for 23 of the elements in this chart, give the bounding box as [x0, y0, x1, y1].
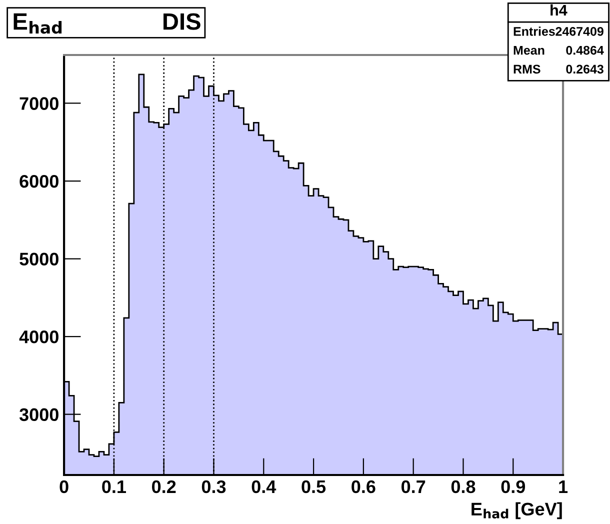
x-axis-title: E$_{had}$ [GeV]: [472, 502, 562, 520]
text: h4: [550, 4, 568, 16]
y-tick-label: 4000: [19, 330, 58, 344]
text: Mean 0.4864: [514, 46, 604, 55]
text: Entries2467409: [514, 26, 604, 36]
x-tick-label: 0.4: [252, 480, 276, 494]
x-tick-label: 0: [60, 480, 68, 494]
y-tick-label: 7000: [20, 97, 58, 110]
x-tick-label: 0.1: [102, 480, 126, 494]
y-tick-label: 3000: [19, 408, 58, 422]
x-tick-label: 0.3: [202, 480, 226, 494]
x-tick-label: 0.6: [352, 480, 376, 494]
x-tick-label: 0.9: [501, 480, 526, 494]
x-tick-label: 0.8: [451, 480, 476, 494]
y-tick-label: 5000: [20, 252, 58, 266]
chart-title: E$_{had}$: [14, 13, 62, 34]
text: RMS 0.2643: [514, 64, 604, 74]
y-tick-label: 6000: [20, 174, 58, 188]
chart-subtitle: DIS: [164, 13, 200, 30]
x-tick-label: 0.5: [302, 480, 326, 494]
x-tick-label: 0.7: [402, 480, 426, 494]
x-tick-label: 1: [559, 480, 568, 493]
x-tick-label: 0.2: [152, 480, 176, 494]
